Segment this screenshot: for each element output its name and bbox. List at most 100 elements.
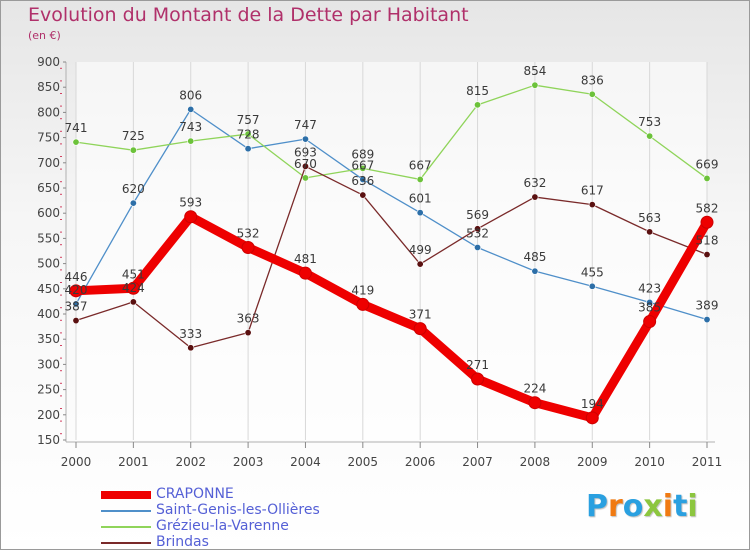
data-point (359, 175, 367, 183)
data-point (301, 162, 309, 170)
logo-letter: t (673, 489, 688, 524)
series-line (75, 108, 708, 321)
data-label: 455 (581, 265, 604, 279)
data-point (301, 135, 309, 143)
data-label: 667 (409, 158, 432, 172)
x-tick-label: 2011 (692, 455, 723, 469)
data-label: 620 (122, 182, 145, 196)
data-label: 224 (523, 382, 546, 396)
x-tick-label: 2003 (233, 455, 264, 469)
data-label: 532 (237, 226, 260, 240)
y-tick-label: 500 (37, 257, 60, 271)
data-point (129, 298, 137, 306)
x-tick-label: 2009 (577, 455, 608, 469)
data-label: 757 (237, 113, 260, 127)
y-tick-label: 850 (37, 80, 60, 94)
logo-letter: i (687, 489, 698, 524)
data-label: 446 (65, 270, 88, 284)
data-label: 670 (294, 157, 317, 171)
data-label: 424 (122, 281, 145, 295)
data-label: 815 (466, 84, 489, 98)
data-label: 385 (638, 301, 661, 315)
chart-title: Evolution du Montant de la Dette par Hab… (28, 4, 469, 26)
chart-subtitle: (en €) (28, 29, 61, 42)
data-label: 333 (179, 327, 202, 341)
data-label: 728 (237, 128, 260, 142)
data-label: 194 (581, 397, 604, 411)
data-point (187, 105, 195, 113)
data-point (531, 267, 539, 275)
data-label: 582 (696, 201, 719, 215)
data-label: 747 (294, 118, 317, 132)
data-point (129, 146, 137, 154)
data-point (646, 228, 654, 236)
logo-letter: r (608, 489, 623, 524)
data-label: 389 (696, 299, 719, 313)
x-tick-label: 2005 (348, 455, 379, 469)
y-tick-label: 200 (37, 408, 60, 422)
legend-label: Saint-Genis-les-Ollières (156, 502, 320, 518)
data-point (72, 300, 80, 308)
data-point (244, 145, 252, 153)
y-tick-label: 800 (37, 105, 60, 119)
data-label: 387 (65, 300, 88, 314)
data-point (703, 174, 711, 182)
y-tick-label: 450 (37, 282, 60, 296)
data-point (126, 281, 140, 295)
data-point (72, 317, 80, 325)
data-point (416, 260, 424, 268)
data-point (187, 344, 195, 352)
x-tick-label: 2007 (462, 455, 493, 469)
data-point (703, 251, 711, 259)
data-point (187, 137, 195, 145)
data-label: 499 (409, 243, 432, 257)
data-label: 451 (122, 267, 145, 281)
data-label: 689 (351, 147, 374, 161)
data-label: 836 (581, 73, 604, 87)
legend-label: CRAPONNE (156, 486, 234, 502)
data-point (244, 130, 252, 138)
legend-swatch (101, 510, 151, 512)
data-point (474, 101, 482, 109)
logo-letter: P (586, 489, 608, 524)
data-point (531, 81, 539, 89)
data-label: 532 (466, 226, 489, 240)
data-label: 563 (638, 211, 661, 225)
data-point (588, 282, 596, 290)
data-label: 363 (237, 312, 260, 326)
data-label: 669 (696, 157, 719, 171)
y-tick-label: 650 (37, 181, 60, 195)
y-tick-label: 600 (37, 206, 60, 220)
x-tick-label: 2000 (61, 455, 92, 469)
x-tick-label: 2006 (405, 455, 436, 469)
logo-letter: x (643, 489, 663, 524)
data-label: 636 (351, 174, 374, 188)
data-label: 420 (65, 283, 88, 297)
data-label: 569 (466, 208, 489, 222)
y-tick-label: 700 (37, 156, 60, 170)
data-label: 854 (523, 64, 546, 78)
data-label: 617 (581, 184, 604, 198)
legend-swatch (101, 526, 151, 528)
data-label: 741 (65, 121, 88, 135)
y-tick-label: 300 (37, 357, 60, 371)
data-label: 632 (523, 176, 546, 190)
logo-letter: o (622, 489, 644, 524)
y-tick-label: 400 (37, 307, 60, 321)
legend-label: Brindas (156, 534, 209, 550)
x-tick-label: 2002 (175, 455, 206, 469)
data-point (244, 329, 252, 337)
data-label: 806 (179, 88, 202, 102)
data-label: 271 (466, 358, 489, 372)
series-line (75, 84, 708, 181)
x-tick-label: 2008 (520, 455, 551, 469)
data-label: 371 (409, 308, 432, 322)
data-point (359, 164, 367, 172)
data-point (301, 174, 309, 182)
data-point (588, 90, 596, 98)
data-point (588, 201, 596, 209)
x-tick-label: 2010 (634, 455, 665, 469)
data-label: 667 (351, 158, 374, 172)
